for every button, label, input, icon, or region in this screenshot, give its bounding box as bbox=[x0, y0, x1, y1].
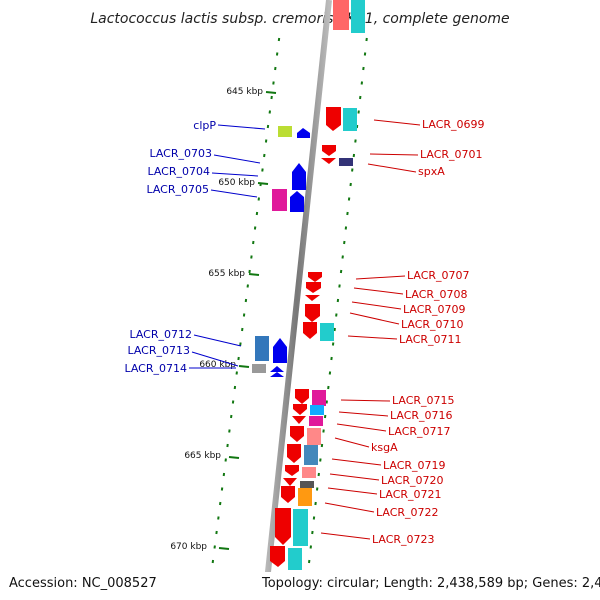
reverse-labels: LACR_0699 LACR_0701 spxA LACR_0707 LACR_… bbox=[320, 118, 485, 546]
gene-feature[interactable] bbox=[252, 364, 266, 373]
tick-label: 650 kbp bbox=[218, 178, 255, 188]
gene-label[interactable]: LACR_0701 bbox=[420, 148, 483, 161]
gene-label[interactable]: LACR_0714 bbox=[124, 362, 187, 375]
gene-label[interactable]: LACR_0711 bbox=[399, 333, 462, 346]
gene-arrow[interactable] bbox=[281, 486, 295, 503]
gene-label[interactable]: LACR_0720 bbox=[381, 474, 444, 487]
gene-label[interactable]: LACR_0709 bbox=[403, 303, 466, 316]
gene-arrow[interactable] bbox=[273, 338, 287, 363]
gene-arrow[interactable] bbox=[270, 366, 284, 372]
tick-label: 665 kbp bbox=[184, 451, 221, 461]
gene-label[interactable]: LACR_0715 bbox=[392, 394, 455, 407]
topology-text: Topology: circular; Length: 2,438,589 bp… bbox=[261, 576, 600, 591]
gene-label[interactable]: LACR_0704 bbox=[147, 165, 210, 178]
accession-text: Accession: NC_008527 bbox=[9, 576, 157, 591]
gene-label[interactable]: LACR_0716 bbox=[390, 409, 453, 422]
gene-feature[interactable] bbox=[307, 428, 321, 445]
gene-feature[interactable] bbox=[343, 108, 357, 131]
gene-feature[interactable] bbox=[312, 390, 326, 406]
gene-feature[interactable] bbox=[288, 548, 302, 570]
gene-feature[interactable] bbox=[293, 509, 308, 546]
gene-feature[interactable] bbox=[304, 445, 318, 465]
gene-feature[interactable] bbox=[320, 323, 334, 341]
gene-label[interactable]: LACR_0699 bbox=[422, 118, 485, 131]
gene-label[interactable]: LACR_0721 bbox=[379, 488, 442, 501]
gene-label[interactable]: LACR_0723 bbox=[372, 533, 435, 546]
gene-feature[interactable] bbox=[310, 405, 324, 415]
gene-feature[interactable] bbox=[300, 481, 314, 488]
gene-label[interactable]: spxA bbox=[418, 165, 445, 178]
gene-feature[interactable] bbox=[272, 189, 287, 211]
gene-arrow[interactable] bbox=[275, 508, 291, 545]
gene-feature[interactable] bbox=[298, 488, 312, 506]
gene-arrow[interactable] bbox=[287, 444, 301, 463]
map-title: Lactococcus lactis subsp. cremoris SK11,… bbox=[90, 11, 509, 27]
gene-arrow[interactable] bbox=[295, 389, 309, 404]
reverse-strand-features bbox=[264, 107, 357, 600]
gene-arrow[interactable] bbox=[326, 107, 341, 131]
gene-feature[interactable] bbox=[255, 336, 269, 361]
tick-label: 670 kbp bbox=[170, 542, 207, 552]
gene-arrow[interactable] bbox=[305, 304, 320, 322]
gene-label[interactable]: LACR_0703 bbox=[149, 147, 212, 160]
gene-feature[interactable] bbox=[333, 0, 349, 30]
gene-label[interactable]: LACR_0712 bbox=[129, 328, 192, 341]
tick-label: 645 kbp bbox=[226, 87, 263, 97]
forward-strand-features bbox=[252, 126, 310, 377]
tick-label: 660 kbp bbox=[199, 360, 236, 370]
forward-labels: clpP LACR_0703 LACR_0704 LACR_0705 LACR_… bbox=[124, 119, 266, 375]
gene-label[interactable]: LACR_0708 bbox=[405, 288, 468, 301]
gene-arrow[interactable] bbox=[297, 128, 310, 138]
gene-arrow[interactable] bbox=[303, 322, 317, 339]
gene-arrow[interactable] bbox=[290, 426, 304, 442]
gene-arrow[interactable] bbox=[292, 416, 306, 424]
genome-backbone bbox=[262, 0, 332, 600]
gene-arrow[interactable] bbox=[285, 465, 299, 476]
gene-arrow[interactable] bbox=[306, 282, 321, 293]
gene-arrow[interactable] bbox=[292, 163, 306, 190]
gene-arrow[interactable] bbox=[270, 372, 284, 377]
gene-label[interactable]: LACR_0705 bbox=[146, 183, 209, 196]
gene-label[interactable]: LACR_0717 bbox=[388, 425, 451, 438]
gene-label[interactable]: LACR_0713 bbox=[127, 344, 190, 357]
gene-arrow[interactable] bbox=[270, 546, 285, 567]
gene-label[interactable]: ksgA bbox=[371, 441, 398, 454]
gene-label-clpp[interactable]: clpP bbox=[193, 119, 216, 132]
gene-label[interactable]: LACR_0707 bbox=[407, 269, 470, 282]
gene-arrow[interactable] bbox=[293, 404, 307, 415]
gene-label[interactable]: LACR_0719 bbox=[383, 459, 446, 472]
gene-feature[interactable] bbox=[309, 416, 323, 426]
tick-label: 655 kbp bbox=[208, 269, 245, 279]
gene-arrow[interactable] bbox=[321, 158, 336, 164]
gene-label[interactable]: LACR_0710 bbox=[401, 318, 464, 331]
gene-arrow[interactable] bbox=[305, 295, 320, 301]
scale-labels: 645 kbp 650 kbp 655 kbp 660 kbp 665 kbp … bbox=[170, 87, 277, 552]
gene-feature[interactable] bbox=[351, 0, 365, 33]
gene-label[interactable]: LACR_0722 bbox=[376, 506, 439, 519]
gene-arrow[interactable] bbox=[290, 191, 304, 212]
gene-feature[interactable] bbox=[339, 158, 353, 166]
gene-feature[interactable] bbox=[302, 467, 316, 478]
gene-feature[interactable] bbox=[278, 126, 292, 137]
gene-arrow[interactable] bbox=[308, 272, 322, 282]
gene-arrow[interactable] bbox=[322, 145, 336, 156]
gene-arrow[interactable] bbox=[283, 478, 297, 486]
